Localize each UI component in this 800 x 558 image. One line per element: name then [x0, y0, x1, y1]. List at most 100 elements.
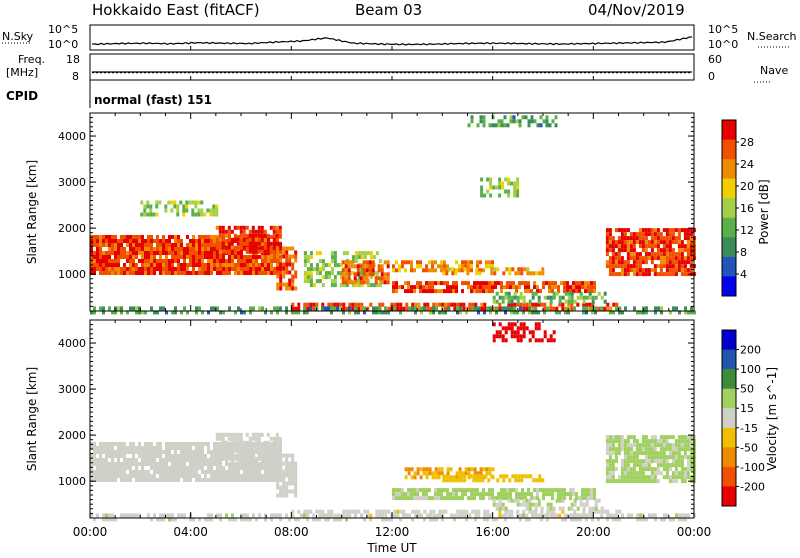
- data-cell: [605, 240, 609, 245]
- data-cell: [662, 240, 666, 245]
- data-cell: [204, 462, 207, 466]
- data-cell: [620, 228, 624, 233]
- data-cell: [530, 119, 534, 124]
- data-cell: [114, 271, 117, 275]
- data-cell: [395, 285, 398, 290]
- data-cell: [294, 517, 297, 522]
- data-cell: [248, 233, 252, 238]
- data-cell: [675, 306, 678, 311]
- data-cell: [509, 281, 512, 286]
- data-cell: [210, 458, 213, 462]
- data-cell: [162, 235, 165, 239]
- data-cell: [623, 443, 627, 448]
- data-cell: [375, 513, 379, 518]
- data-cell: [189, 247, 192, 251]
- data-cell: [306, 306, 310, 311]
- data-cell: [195, 446, 198, 450]
- data-cell: [174, 470, 177, 474]
- data-cell: [626, 463, 630, 468]
- data-cell: [198, 466, 201, 470]
- data-cell: [221, 249, 225, 254]
- data-cell: [606, 509, 610, 514]
- data-cell: [522, 306, 526, 311]
- data-cell: [224, 249, 228, 254]
- data-cell: [608, 260, 612, 265]
- data-cell: [108, 243, 111, 247]
- data-cell: [612, 310, 615, 315]
- data-cell: [93, 251, 96, 255]
- data-cell: [165, 243, 168, 247]
- data-cell: [647, 228, 651, 233]
- data-cell: [507, 193, 511, 198]
- data-cell: [165, 442, 168, 446]
- data-cell: [455, 281, 458, 286]
- data-cell: [108, 466, 111, 470]
- data-cell: [231, 466, 234, 470]
- data-cell: [93, 239, 96, 243]
- data-cell: [641, 244, 645, 249]
- data-cell: [546, 509, 550, 514]
- y-tick-label: 1000: [58, 475, 86, 488]
- data-cell: [333, 279, 337, 284]
- data-cell: [198, 458, 201, 462]
- data-cell: [123, 239, 126, 243]
- data-cell: [135, 474, 138, 478]
- data-cell: [93, 474, 96, 478]
- data-cell: [452, 496, 455, 501]
- data-cell: [537, 513, 541, 518]
- data-cell: [683, 435, 687, 440]
- data-cell: [498, 306, 502, 311]
- data-cell: [413, 289, 416, 294]
- data-cell: [593, 496, 596, 501]
- data-cell: [102, 466, 105, 470]
- data-cell: [357, 283, 361, 288]
- data-cell: [174, 255, 177, 259]
- data-cell: [230, 229, 234, 234]
- data-cell: [195, 466, 198, 470]
- data-cell: [135, 450, 138, 454]
- data-cell: [614, 467, 618, 472]
- data-cell: [236, 436, 240, 441]
- data-cell: [261, 462, 264, 466]
- data-cell: [542, 119, 546, 124]
- data-cell: [393, 509, 397, 514]
- data-cell: [546, 513, 549, 518]
- data-cell: [573, 306, 576, 311]
- data-cell: [428, 471, 432, 476]
- data-cell: [551, 496, 554, 501]
- data-cell: [153, 474, 156, 478]
- data-cell: [686, 447, 690, 452]
- data-cell: [285, 270, 289, 275]
- data-cell: [227, 436, 231, 441]
- data-cell: [150, 446, 153, 450]
- data-cell: [372, 255, 376, 260]
- data-cell: [318, 267, 322, 272]
- data-cell: [342, 310, 345, 315]
- data-cell: [608, 447, 612, 452]
- data-cell: [566, 281, 569, 286]
- data-cell: [272, 249, 276, 254]
- data-cell: [144, 454, 147, 458]
- data-cell: [500, 289, 503, 294]
- data-cell: [434, 488, 437, 493]
- data-cell: [549, 502, 553, 507]
- data-cell: [482, 285, 485, 290]
- data-cell: [330, 255, 334, 260]
- data-cell: [623, 244, 627, 249]
- data-cell: [629, 455, 633, 460]
- data-cell: [659, 463, 663, 468]
- data-cell: [309, 271, 313, 276]
- data-cell: [504, 517, 507, 522]
- data-cell: [611, 451, 615, 456]
- data-cell: [144, 267, 147, 271]
- data-cell: [248, 245, 252, 250]
- data-cell: [660, 306, 663, 311]
- data-cell: [520, 267, 524, 272]
- data-cell: [467, 471, 471, 476]
- data-cell: [93, 462, 96, 466]
- data-cell: [375, 283, 379, 288]
- data-cell: [467, 260, 470, 265]
- data-cell: [204, 458, 207, 462]
- data-cell: [120, 247, 123, 251]
- data-cell: [270, 310, 273, 315]
